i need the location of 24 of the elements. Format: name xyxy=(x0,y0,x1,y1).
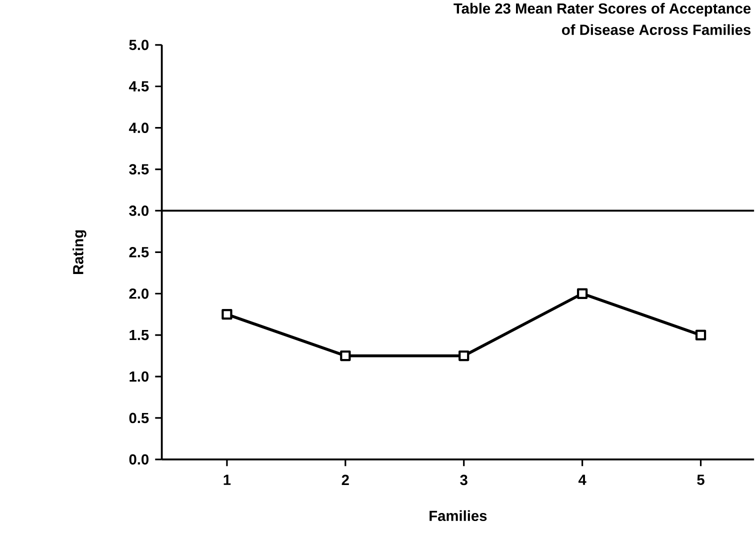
x-tick-label: 2 xyxy=(342,474,349,485)
chart-title: Table 23 Mean Rater Scores of Acceptance of Disease Across Families xyxy=(454,2,751,35)
y-tick-label: 5.0 xyxy=(129,40,149,50)
x-tick-label: 3 xyxy=(460,474,468,486)
y-tick-label: 3.0 xyxy=(129,205,149,216)
point xyxy=(340,350,351,361)
x-tick-label: 5 xyxy=(697,474,704,485)
y-tick-label: 1.0 xyxy=(130,371,149,382)
y-tick-label: 1.5 xyxy=(130,330,149,340)
point xyxy=(695,330,706,340)
x-tick-label: 1 xyxy=(224,474,231,485)
point xyxy=(576,288,588,299)
y-tick-label: 2.0 xyxy=(129,288,149,299)
y-axis-title: Rating xyxy=(72,230,86,274)
y-tick-label: 4.0 xyxy=(128,122,149,133)
y-tick-label: 0.5 xyxy=(129,412,149,424)
y-tick-label: 3.5 xyxy=(129,164,149,174)
x-axis-title: Families xyxy=(430,510,487,521)
point xyxy=(222,308,232,320)
y-tick-label: 0.0 xyxy=(129,454,149,464)
x-tick-label: 4 xyxy=(578,474,586,485)
y-tick-label: 2.5 xyxy=(129,246,149,258)
point xyxy=(458,350,470,361)
y-tick-label: 4.5 xyxy=(128,81,149,92)
